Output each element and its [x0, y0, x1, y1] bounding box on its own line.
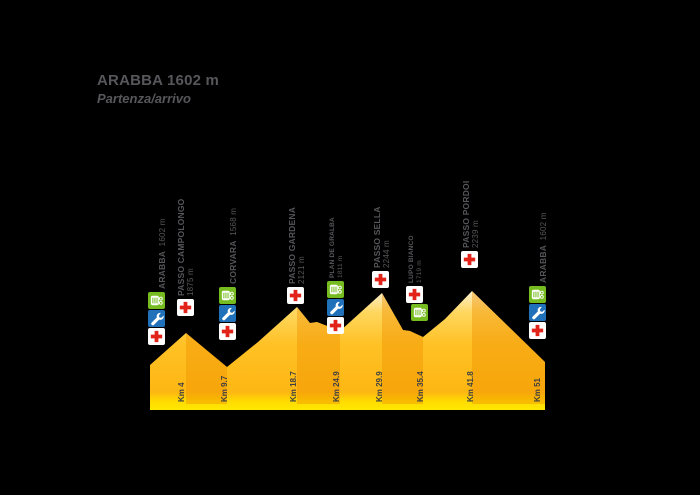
- title-block: ARABBA 1602 m Partenza/arrivo: [97, 72, 219, 107]
- profile-area: [150, 291, 545, 410]
- first-aid-icon: [372, 271, 389, 288]
- page-title: ARABBA 1602 m: [97, 72, 220, 89]
- mechanic-icon: [219, 305, 236, 322]
- waypoint-label-passo-pordoi: PASSO PORDOI 2239 m: [461, 180, 480, 248]
- waypoint-label-arabba-end: ARABBA 1602 m: [538, 212, 548, 283]
- first-aid-icon: [461, 251, 478, 268]
- first-aid-icon: [327, 317, 344, 334]
- refreshment-icon: [327, 281, 344, 298]
- first-aid-icon: [406, 286, 423, 303]
- page-subtitle: Partenza/arrivo: [97, 90, 191, 106]
- mechanic-icon: [327, 299, 344, 316]
- waypoint-label-lupo-bianco: LUPO BIANCO 1719 m: [408, 235, 423, 283]
- km-marker: Km 51: [533, 377, 542, 402]
- first-aid-icon: [219, 323, 236, 340]
- waypoint-label-arabba-start: ARABBA 1602 m: [157, 218, 167, 289]
- km-marker: Km 41.8: [466, 371, 475, 402]
- km-marker: Km 18.7: [289, 371, 298, 402]
- first-aid-icon: [177, 299, 194, 316]
- waypoint-label-passo-campolongo: PASSO CAMPOLONGO 1875 m: [176, 198, 195, 297]
- km-marker: Km 35.4: [416, 371, 425, 402]
- waypoint-label-plan-de-gralba: PLAN DE GRALBA 1811 m: [329, 217, 344, 278]
- waypoint-label-passo-sella: PASSO SELLA 2244 m: [372, 206, 391, 268]
- refreshment-icon: [411, 304, 428, 321]
- km-marker: Km 24.9: [332, 371, 341, 402]
- first-aid-icon: [148, 328, 165, 345]
- waypoint-label-corvara: CORVARA 1568 m: [228, 207, 238, 284]
- mechanic-icon: [529, 304, 546, 321]
- km-marker: Km 9.7: [220, 375, 229, 402]
- waypoint-label-passo-gardena: PASSO GARDENA 2121 m: [287, 206, 306, 284]
- refreshment-icon: [148, 292, 165, 309]
- refreshment-icon: [219, 287, 236, 304]
- km-marker: Km 29.9: [375, 371, 384, 402]
- km-marker: Km 4: [177, 382, 186, 402]
- first-aid-icon: [529, 322, 546, 339]
- mechanic-icon: [148, 310, 165, 327]
- refreshment-icon: [529, 286, 546, 303]
- first-aid-icon: [287, 287, 304, 304]
- elevation-profile-chart: [150, 291, 545, 410]
